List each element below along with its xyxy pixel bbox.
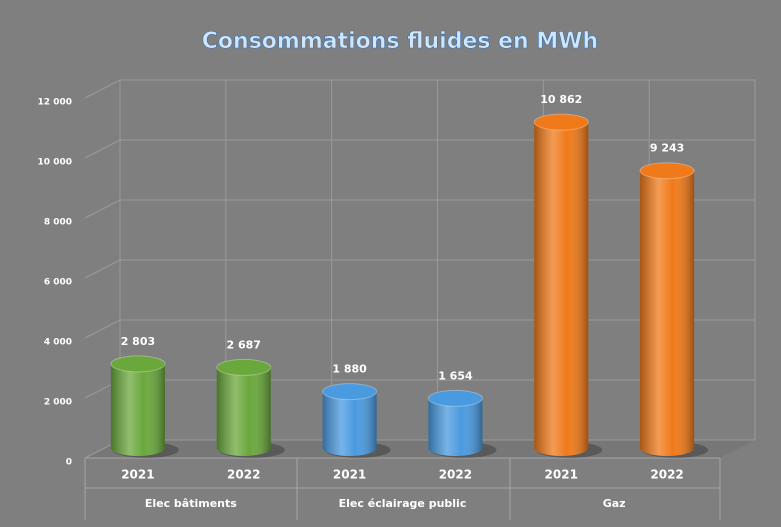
- value-label: 2 687: [227, 338, 261, 351]
- bar-top: [533, 113, 589, 131]
- bar-top: [216, 358, 272, 376]
- y-tick-label: 0: [66, 458, 72, 468]
- bar-shading: [428, 398, 483, 448]
- bar-shading: [534, 122, 589, 448]
- bar-bottom-shade: [216, 440, 271, 456]
- x-tick-label: 2021: [545, 468, 578, 482]
- x-tick-label: 2022: [439, 468, 472, 482]
- bar-shading: [322, 391, 377, 448]
- grid-line: [84, 199, 121, 219]
- value-label: 2 803: [121, 335, 155, 348]
- y-tick-label: 4 000: [44, 338, 72, 348]
- y-tick-label: 2 000: [44, 398, 72, 408]
- y-tick-label: 6 000: [44, 278, 72, 288]
- grid-line: [84, 319, 121, 339]
- chart-title: Consommations fluides en MWh: [202, 29, 598, 54]
- bar-shading: [640, 170, 695, 448]
- y-tick-label: 10 000: [38, 158, 72, 168]
- bar-top: [639, 162, 695, 180]
- bar-top: [322, 383, 378, 401]
- bar-top: [427, 389, 483, 407]
- bar-bottom-shade: [534, 440, 589, 456]
- y-tick-label: 12 000: [38, 98, 72, 108]
- grid-line: [84, 139, 121, 159]
- x-tick-label: 2021: [333, 468, 366, 482]
- bar-shading: [110, 363, 165, 448]
- bar-bottom-shade: [110, 440, 165, 456]
- bar-top: [110, 355, 166, 373]
- group-label: Elec éclairage public: [339, 497, 467, 510]
- group-label: Elec bâtiments: [145, 497, 237, 510]
- value-label: 1 880: [332, 363, 367, 376]
- bar-bottom-shade: [428, 440, 483, 456]
- grid-line: [84, 79, 121, 99]
- y-tick-label: 8 000: [44, 218, 72, 228]
- value-label: 1 654: [438, 369, 473, 382]
- x-tick-label: 2022: [227, 468, 260, 482]
- bar-bottom-shade: [640, 440, 695, 456]
- grid-line: [84, 259, 121, 279]
- x-tick-label: 2021: [121, 468, 154, 482]
- bar-bottom-shade: [322, 440, 377, 456]
- value-label: 9 243: [650, 142, 684, 155]
- bar-shading: [216, 367, 271, 448]
- group-label: Gaz: [603, 497, 626, 510]
- value-label: 10 862: [540, 93, 582, 106]
- x-tick-label: 2022: [650, 468, 683, 482]
